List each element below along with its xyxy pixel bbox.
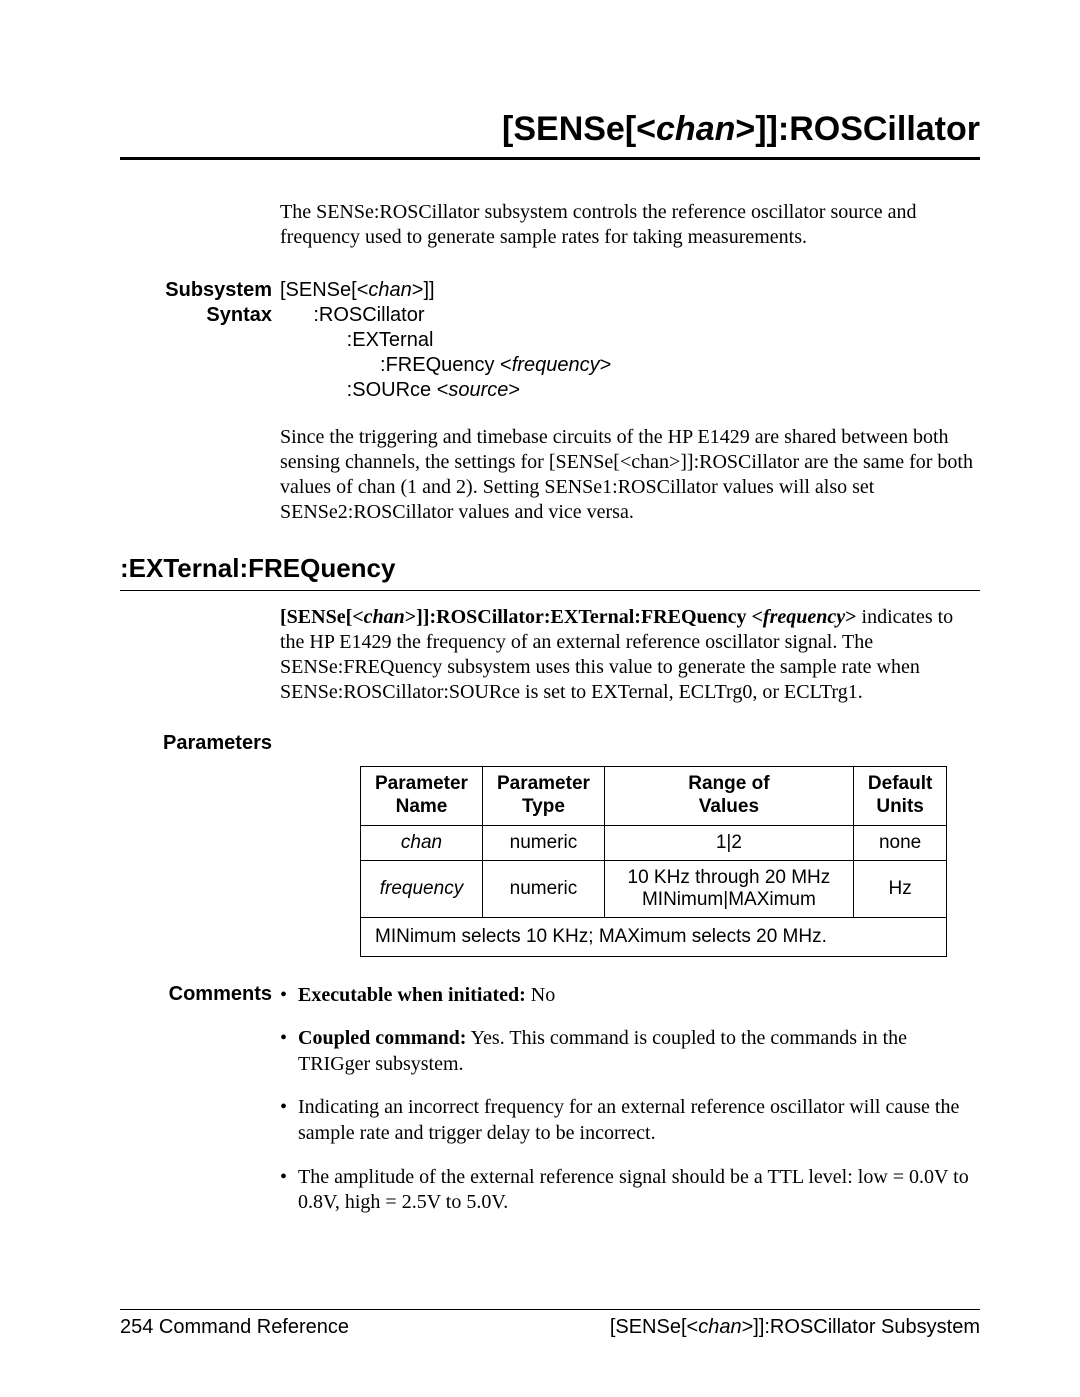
intro-paragraph: The SENSe:ROSCillator subsystem controls…	[280, 200, 980, 250]
syntax-l1a: [SENSe[<	[280, 279, 368, 301]
syntax-l2: :ROSCillator	[280, 303, 980, 328]
external-frequency-paragraph: [SENSe[<chan>]]:ROSCillator:EXTernal:FRE…	[280, 605, 980, 705]
syntax-l5i: source	[448, 379, 508, 401]
comment-text: No	[526, 984, 555, 1006]
th-range-of-values: Range ofValues	[604, 767, 853, 826]
th-parameter-name: ParameterName	[361, 767, 483, 826]
footer-left-text: Command Reference	[153, 1316, 349, 1338]
subsystem-syntax-label: Subsystem Syntax	[120, 278, 280, 403]
list-item: • Coupled command: Yes. This command is …	[280, 1026, 980, 1077]
freq-lead-i2: frequency	[763, 606, 845, 628]
syntax-l4b: >	[600, 354, 612, 376]
parameters-table: ParameterName ParameterType Range ofValu…	[360, 766, 947, 957]
freq-lead-i1: chan	[364, 606, 405, 628]
page-number: 254	[120, 1316, 153, 1338]
cell-frequency-units: Hz	[853, 860, 946, 917]
subsystem-syntax-block: Subsystem Syntax [SENSe[<chan>]] :ROSCil…	[120, 278, 980, 403]
footer-right: [SENSe[<chan>]]:ROSCillator Subsystem	[610, 1316, 980, 1339]
list-item: • Executable when initiated: No	[280, 983, 980, 1009]
freq-lead-1: [SENSe[<	[280, 606, 364, 628]
comment-bold: Executable when initiated:	[298, 984, 526, 1006]
title-chan: chan	[656, 110, 735, 148]
syntax-l4i: frequency	[512, 354, 600, 376]
syntax-l3: :EXTernal	[280, 328, 980, 353]
cell-frequency-name: frequency	[361, 860, 483, 917]
subsystem-label-1: Subsystem	[165, 279, 272, 301]
footer-right-b: >]]:ROSCillator Subsystem	[742, 1316, 980, 1338]
comments-block: Comments • Executable when initiated: No…	[120, 983, 980, 1234]
bullet-icon: •	[280, 1165, 298, 1216]
footer-left: 254 Command Reference	[120, 1316, 349, 1339]
comments-list: • Executable when initiated: No • Couple…	[280, 983, 980, 1234]
th-parameter-type: ParameterType	[482, 767, 604, 826]
footer-right-a: [SENSe[<	[610, 1316, 698, 1338]
comment-text: The amplitude of the external reference …	[298, 1166, 969, 1214]
table-row: chan numeric 1|2 none	[361, 825, 947, 860]
freq-lead-3: >	[845, 606, 856, 628]
comment-text: Indicating an incorrect frequency for an…	[298, 1096, 959, 1144]
footer-right-i: chan	[698, 1316, 741, 1338]
cell-frequency-range: 10 KHz through 20 MHzMINimum|MAXimum	[604, 860, 853, 917]
syntax-l5b: >	[508, 379, 520, 401]
th-default-units: DefaultUnits	[853, 767, 946, 826]
syntax-body: [SENSe[<chan>]] :ROSCillator :EXTernal :…	[280, 278, 980, 403]
title-suffix: >]]:ROSCillator	[735, 110, 980, 148]
cell-chan-name: chan	[361, 825, 483, 860]
cell-chan-type: numeric	[482, 825, 604, 860]
table-header-row: ParameterName ParameterType Range ofValu…	[361, 767, 947, 826]
subsystem-label-2: Syntax	[206, 304, 272, 326]
shared-channels-paragraph: Since the triggering and timebase circui…	[280, 425, 980, 525]
list-item: • The amplitude of the external referenc…	[280, 1165, 980, 1216]
syntax-l1b: >]]	[412, 279, 435, 301]
cell-chan-units: none	[853, 825, 946, 860]
section-rule	[120, 590, 980, 591]
list-item: • Indicating an incorrect frequency for …	[280, 1095, 980, 1146]
parameters-label: Parameters	[120, 731, 280, 756]
bullet-icon: •	[280, 1095, 298, 1146]
comment-bold: Coupled command:	[298, 1027, 466, 1049]
page-title: [SENSe[<chan>]]:ROSCillator	[120, 110, 980, 149]
table-footnote: MINimum selects 10 KHz; MAXimum selects …	[361, 917, 947, 956]
table-footnote-row: MINimum selects 10 KHz; MAXimum selects …	[361, 917, 947, 956]
title-rule	[120, 157, 980, 160]
cell-chan-range: 1|2	[604, 825, 853, 860]
syntax-l5a: :SOURce <	[280, 379, 448, 401]
title-prefix: [SENSe[<	[502, 110, 656, 148]
parameters-body	[280, 731, 980, 756]
table-row: frequency numeric 10 KHz through 20 MHzM…	[361, 860, 947, 917]
bullet-icon: •	[280, 1026, 298, 1077]
section-heading-external-frequency: :EXTernal:FREQuency	[120, 553, 980, 584]
parameters-block: Parameters	[120, 731, 980, 756]
bullet-icon: •	[280, 983, 298, 1009]
comments-label: Comments	[120, 983, 280, 1234]
footer-rule	[120, 1309, 980, 1310]
syntax-l1i: chan	[368, 279, 411, 301]
cell-frequency-type: numeric	[482, 860, 604, 917]
syntax-l4a: :FREQuency <	[280, 354, 512, 376]
freq-lead-2: >]]:ROSCillator:EXTernal:FREQuency <	[405, 606, 763, 628]
page-footer: 254 Command Reference [SENSe[<chan>]]:RO…	[120, 1309, 980, 1339]
